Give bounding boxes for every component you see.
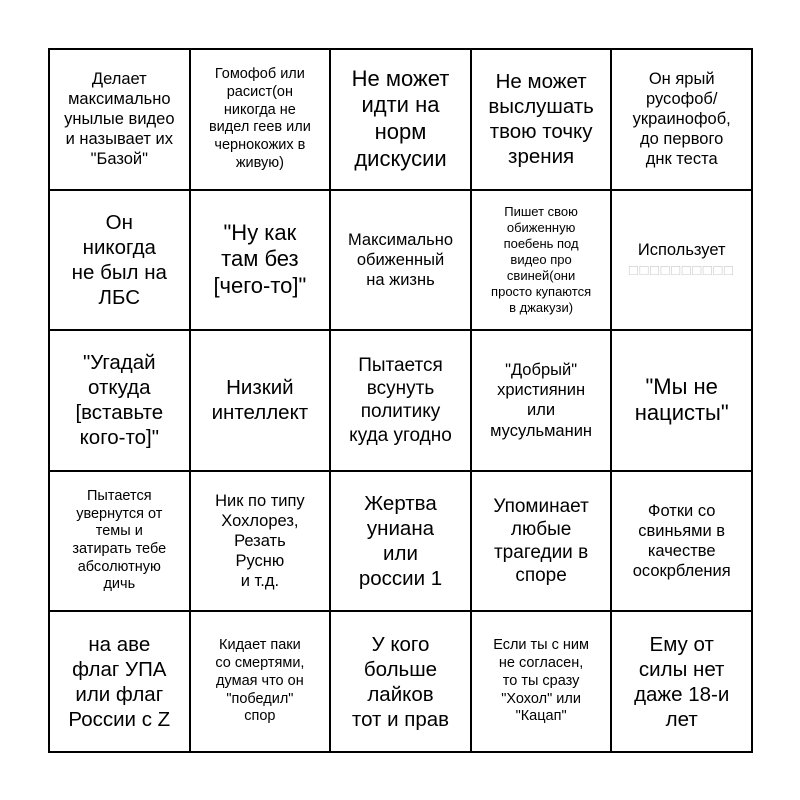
- cell-text: Кидает паки со смертями, думая что он "п…: [215, 637, 305, 725]
- cell-text: на аве флаг УПА или флаг России с Z: [68, 632, 171, 731]
- cell-text: Ему от силы нет даже 18-и лет: [634, 632, 730, 731]
- cell-r3-c2[interactable]: Низкий интеллект: [189, 330, 331, 471]
- cell-r1-c3[interactable]: Не может идти на норм дискусии: [330, 49, 471, 190]
- cell-text: Пытается увернутся от темы и затирать те…: [72, 488, 167, 593]
- cell-r5-c5[interactable]: Ему от силы нет даже 18-и лет: [611, 611, 752, 752]
- cell-text: Низкий интеллект: [211, 376, 309, 425]
- cell-text: Пишет свою обиженную поебень под видео п…: [491, 204, 592, 315]
- cell-text: "Мы не нацисты": [634, 373, 729, 426]
- cell-r4-c1[interactable]: Пытается увернутся от темы и затирать те…: [49, 470, 190, 612]
- missing-emoji-placeholder: □□□□□□□□□□: [628, 261, 735, 279]
- cell-text: Не может выслушать твою точку зрения: [488, 70, 594, 169]
- cell-r1-c5[interactable]: Он ярый русофоб/ украинофоб, до первого …: [611, 49, 752, 190]
- cell-r4-c4[interactable]: Упоминает любые трагедии в споре: [470, 470, 612, 612]
- cell-text: Он никогда не был на ЛБС: [71, 210, 167, 309]
- cell-r2-c5[interactable]: Использует □□□□□□□□□□: [611, 189, 752, 331]
- cell-text: Использует: [637, 240, 726, 259]
- cell-r2-c4[interactable]: Пишет свою обиженную поебень под видео п…: [470, 189, 612, 331]
- cell-text: Пытается всунуть политику куда угодно: [349, 355, 452, 446]
- cell-r5-c4[interactable]: Если ты с ним не согласен, то ты сразу "…: [470, 611, 612, 752]
- bingo-board: Делает максимально унылые видео и называ…: [48, 48, 753, 753]
- cell-text: "Ну как там без [чего-то]": [213, 219, 307, 299]
- cell-text: Максимально обиженный на жизнь: [347, 230, 453, 289]
- cell-text: У кого больше лайков тот и прав: [351, 632, 450, 731]
- cell-text: "Угадай откуда [вставьте кого-то]": [75, 351, 164, 450]
- cell-text: Если ты с ним не согласен, то ты сразу "…: [493, 637, 589, 725]
- cell-r4-c5[interactable]: Фотки со свиньями в качестве осокрбления: [611, 470, 752, 612]
- cell-text: Упоминает любые трагедии в споре: [493, 495, 589, 587]
- cell-r4-c2[interactable]: Ник по типу Хохлорез, Резать Русню и т.д…: [189, 470, 331, 612]
- cell-r2-c3[interactable]: Максимально обиженный на жизнь: [330, 189, 471, 331]
- cell-text: Фотки со свиньями в качестве осокрбления: [632, 501, 731, 581]
- cell-r5-c2[interactable]: Кидает паки со смертями, думая что он "п…: [189, 611, 331, 752]
- cell-text: Не может идти на норм дискусии: [351, 65, 450, 172]
- cell-r3-c3[interactable]: Пытается всунуть политику куда угодно: [330, 330, 471, 471]
- cell-r3-c1[interactable]: "Угадай откуда [вставьте кого-то]": [49, 330, 190, 471]
- cell-r5-c1[interactable]: на аве флаг УПА или флаг России с Z: [49, 611, 190, 752]
- cell-r3-c5[interactable]: "Мы не нацисты": [611, 330, 752, 471]
- cell-text: Делает максимально унылые видео и называ…: [64, 69, 175, 169]
- cell-r5-c3[interactable]: У кого больше лайков тот и прав: [330, 611, 471, 752]
- cell-text: "Добрый" християнин или мусульманин: [490, 361, 593, 440]
- cell-text: Ник по типу Хохлорез, Резать Русню и т.д…: [215, 491, 305, 591]
- cell-text: Жертва униана или россии 1: [358, 492, 443, 591]
- cell-r2-c2[interactable]: "Ну как там без [чего-то]": [189, 189, 331, 331]
- cell-r4-c3[interactable]: Жертва униана или россии 1: [330, 470, 471, 612]
- cell-text: Он ярый русофоб/ украинофоб, до первого …: [632, 69, 731, 169]
- cell-r1-c4[interactable]: Не может выслушать твою точку зрения: [470, 49, 612, 190]
- cell-r2-c1[interactable]: Он никогда не был на ЛБС: [49, 189, 190, 331]
- cell-r1-c1[interactable]: Делает максимально унылые видео и называ…: [49, 49, 190, 190]
- cell-r3-c4[interactable]: "Добрый" християнин или мусульманин: [470, 330, 612, 471]
- cell-text: Гомофоб или расист(он никогда не видел г…: [208, 66, 311, 171]
- cell-r1-c2[interactable]: Гомофоб или расист(он никогда не видел г…: [189, 49, 331, 190]
